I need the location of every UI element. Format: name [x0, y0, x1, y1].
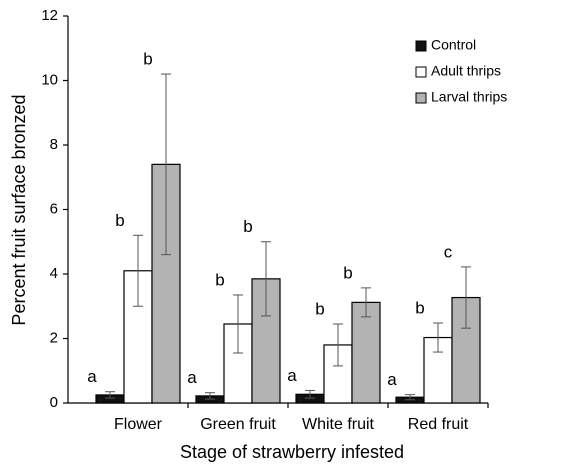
x-tick-label: Green fruit [200, 416, 276, 433]
bar [351, 301, 381, 404]
x-axis-label: Stage of strawberry infested [180, 442, 404, 462]
legend-swatch [415, 92, 427, 104]
legend-label: Control [431, 37, 476, 53]
y-tick-label: 12 [41, 7, 58, 24]
significance-letter: b [315, 299, 324, 318]
y-axis-label: Percent fruit surface bronzed [9, 94, 29, 325]
x-tick-label: Flower [114, 416, 163, 433]
x-tick-label: Red fruit [408, 416, 469, 433]
significance-letter: b [243, 217, 252, 236]
y-tick-label: 4 [50, 265, 58, 282]
legend-label: Adult thrips [431, 63, 501, 79]
legend-label: Larval thrips [431, 89, 507, 105]
significance-letter: b [215, 270, 224, 289]
significance-letter: a [387, 370, 397, 389]
significance-letter: b [343, 263, 352, 282]
y-tick-label: 8 [50, 136, 58, 153]
significance-letter: a [287, 366, 297, 385]
y-tick-label: 6 [50, 200, 58, 217]
significance-letter: a [187, 368, 197, 387]
y-tick-label: 2 [50, 329, 58, 346]
significance-letter: a [87, 367, 97, 386]
legend-swatch [415, 40, 427, 52]
significance-letter: b [415, 299, 424, 318]
y-tick-label: 10 [41, 71, 58, 88]
legend-swatch [415, 66, 427, 78]
significance-letter: c [444, 242, 453, 261]
significance-letter: b [143, 50, 152, 69]
significance-letter: b [115, 211, 124, 230]
x-tick-label: White fruit [302, 416, 375, 433]
y-tick-label: 0 [50, 394, 58, 411]
